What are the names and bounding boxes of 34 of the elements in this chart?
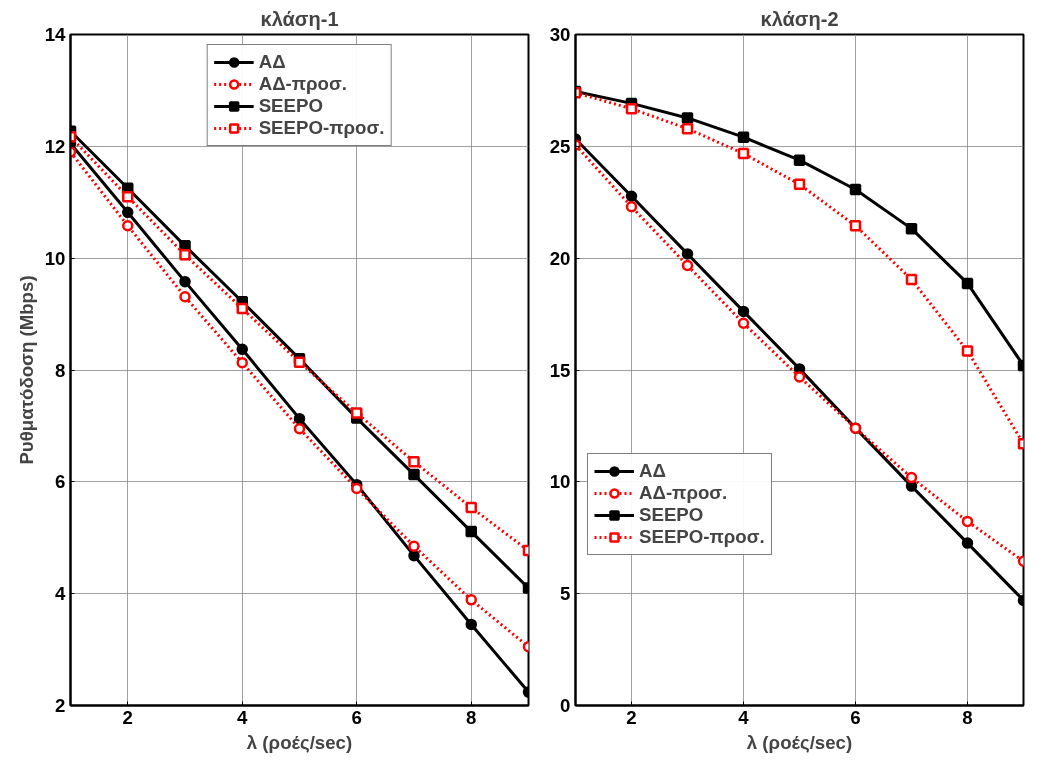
x-axis-title: λ (ροές/sec) xyxy=(246,731,353,753)
y-tick-label: 15 xyxy=(549,359,571,381)
y-tick-label: 0 xyxy=(560,695,571,716)
x-tick-label: 8 xyxy=(466,706,477,728)
chart-title: κλάση-1 xyxy=(260,7,339,30)
legend-label: ΑΔ-προσ. xyxy=(639,482,728,504)
x-axis-title: λ (ροές/sec) xyxy=(746,731,853,753)
y-tick-label: 30 xyxy=(549,24,571,45)
y-tick-label: 10 xyxy=(549,471,571,493)
y-tick-label: 6 xyxy=(55,471,66,493)
y-tick-label: 25 xyxy=(549,135,571,157)
y-axis-title: Ρυθματόδοση (Mbps) xyxy=(15,275,37,465)
x-tick-label: 4 xyxy=(237,706,249,728)
y-tick-label: 14 xyxy=(44,24,67,45)
y-tick-label: 8 xyxy=(55,359,66,381)
x-tick-label: 2 xyxy=(626,706,637,728)
legend-label: SEEPO-προσ. xyxy=(639,526,765,548)
x-tick-label: 4 xyxy=(738,706,750,728)
x-tick-label: 6 xyxy=(351,706,362,728)
y-tick-label: 5 xyxy=(560,583,571,605)
y-tick-label: 12 xyxy=(44,135,66,157)
legend-label: ΑΔ xyxy=(258,51,286,73)
legend-label: SEEPO xyxy=(258,95,323,117)
legend-label: ΑΔ xyxy=(639,460,666,482)
legend-label: ΑΔ-προσ. xyxy=(258,73,347,95)
x-tick-label: 2 xyxy=(122,706,133,728)
y-tick-label: 10 xyxy=(44,247,66,269)
y-tick-label: 4 xyxy=(55,583,67,605)
chart-title: κλάση-2 xyxy=(760,7,839,30)
legend-label: SEEPO-προσ. xyxy=(258,117,385,139)
x-tick-label: 8 xyxy=(962,706,973,728)
legend-label: SEEPO xyxy=(639,504,704,526)
x-tick-label: 6 xyxy=(850,706,861,728)
y-tick-label: 20 xyxy=(549,247,571,269)
